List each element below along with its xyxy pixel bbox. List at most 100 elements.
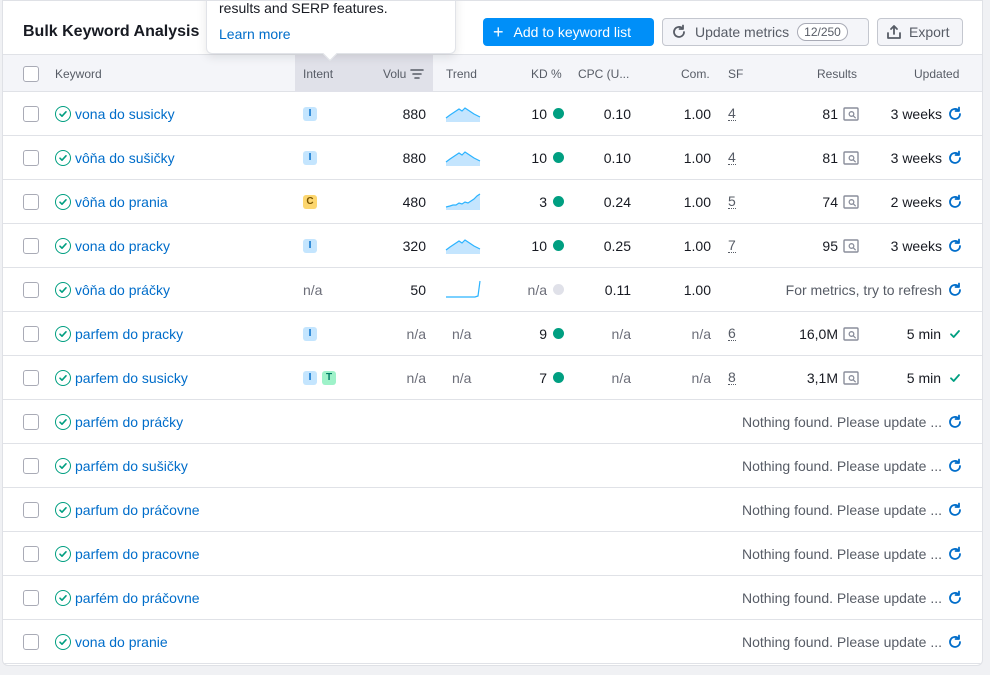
cpc-value: 0.25 (603, 237, 631, 254)
row-checkbox[interactable] (23, 237, 39, 254)
keyword-link[interactable]: vona do pracky (75, 237, 170, 254)
intent-badge[interactable]: I (303, 238, 317, 253)
row-checkbox[interactable] (23, 325, 39, 342)
serp-icon[interactable] (841, 326, 859, 341)
column-com[interactable]: Com. (681, 66, 710, 81)
intent-badge[interactable]: I (303, 326, 317, 341)
keyword-link[interactable]: parfum do práčovne (75, 501, 200, 518)
keyword-link[interactable]: vona do pranie (75, 633, 168, 650)
keyword-link[interactable]: vona do susicky (75, 105, 175, 122)
refresh-icon[interactable] (947, 634, 963, 650)
refresh-icon[interactable] (947, 590, 963, 606)
learn-more-link[interactable]: Learn more (219, 26, 291, 42)
update-metrics-button[interactable]: Update metrics 12/250 (662, 18, 869, 46)
select-all-checkbox-cell[interactable] (23, 55, 39, 92)
row-checkbox-cell[interactable] (23, 224, 39, 267)
keyword-link[interactable]: parfem do susicky (75, 369, 188, 386)
column-keyword[interactable]: Keyword (55, 66, 102, 81)
serp-features-count[interactable]: 4 (728, 149, 736, 165)
trend-value: n/a (452, 369, 472, 386)
serp-icon[interactable] (841, 194, 859, 209)
refresh-icon[interactable] (947, 546, 963, 562)
row-checkbox[interactable] (23, 281, 39, 298)
sort-icon[interactable] (410, 68, 425, 80)
keyword-link[interactable]: vôňa do sušičky (75, 149, 175, 166)
serp-features-cell[interactable]: 4 (728, 136, 736, 179)
serp-features-count[interactable]: 8 (728, 369, 736, 385)
serp-features-cell[interactable]: 8 (728, 356, 736, 399)
serp-icon[interactable] (841, 106, 859, 121)
serp-features-cell[interactable]: 6 (728, 312, 736, 355)
intent-badge[interactable]: C (303, 194, 317, 209)
keyword-link[interactable]: vôňa do prania (75, 193, 168, 210)
check-circle-icon (55, 149, 71, 166)
row-checkbox[interactable] (23, 545, 39, 562)
serp-icon[interactable] (841, 238, 859, 253)
column-results[interactable]: Results (817, 66, 858, 81)
keyword-link[interactable]: parfém do sušičky (75, 457, 188, 474)
refresh-icon[interactable] (947, 458, 963, 474)
column-trend[interactable]: Trend (446, 66, 477, 81)
serp-icon[interactable] (841, 150, 859, 165)
status-message: Nothing found. Please update ... (741, 457, 942, 474)
refresh-icon[interactable] (947, 106, 963, 122)
row-checkbox[interactable] (23, 457, 39, 474)
serp-features-count[interactable]: 6 (728, 325, 736, 341)
row-checkbox-cell[interactable] (23, 136, 39, 179)
column-kd[interactable]: KD % (531, 66, 562, 81)
keyword-link[interactable]: parfém do práčky (75, 413, 184, 430)
row-checkbox-cell[interactable] (23, 312, 39, 355)
serp-features-count[interactable]: 4 (728, 105, 736, 121)
row-checkbox-cell[interactable] (23, 576, 39, 619)
serp-features-cell[interactable]: 5 (728, 180, 736, 223)
keyword-link[interactable]: vôňa do práčky (75, 281, 170, 298)
row-checkbox-cell[interactable] (23, 356, 39, 399)
row-checkbox-cell[interactable] (23, 620, 39, 663)
row-checkbox-cell[interactable] (23, 444, 39, 487)
refresh-icon[interactable] (947, 502, 963, 518)
keyword-link[interactable]: parfem do pracky (75, 325, 184, 342)
keyword-link[interactable]: parfém do práčovne (75, 589, 200, 606)
serp-features-cell[interactable]: 4 (728, 92, 736, 135)
column-sf[interactable]: SF (728, 66, 744, 81)
serp-features-cell[interactable]: 7 (728, 224, 736, 267)
select-all-checkbox[interactable] (23, 65, 39, 82)
intent-badge[interactable]: T (322, 370, 336, 385)
export-button[interactable]: Export (877, 18, 963, 46)
add-to-keyword-list-button[interactable]: + Add to keyword list (483, 18, 654, 46)
row-checkbox-cell[interactable] (23, 92, 39, 135)
column-volume[interactable]: Volu (383, 55, 425, 92)
serp-features-count[interactable]: 5 (728, 193, 736, 209)
row-checkbox[interactable] (23, 501, 39, 518)
column-intent[interactable]: Intent (303, 66, 334, 81)
intent-badge[interactable]: I (303, 106, 317, 121)
column-cpc[interactable]: CPC (U... (578, 66, 630, 81)
row-checkbox[interactable] (23, 193, 39, 210)
row-checkbox[interactable] (23, 633, 39, 650)
row-checkbox[interactable] (23, 105, 39, 122)
row-checkbox-cell[interactable] (23, 268, 39, 311)
refresh-icon[interactable] (947, 414, 963, 430)
row-checkbox[interactable] (23, 413, 39, 430)
kd-value: 7 (539, 369, 547, 386)
row-checkbox-cell[interactable] (23, 400, 39, 443)
updated-cell: 5 min (643, 312, 963, 355)
row-checkbox-cell[interactable] (23, 488, 39, 531)
serp-features-count[interactable]: 7 (728, 237, 736, 253)
row-checkbox-cell[interactable] (23, 180, 39, 223)
keyword-link[interactable]: parfem do pracovne (75, 545, 200, 562)
refresh-icon[interactable] (947, 238, 963, 254)
serp-icon[interactable] (841, 370, 859, 385)
intent-badge[interactable]: I (303, 370, 317, 385)
row-checkbox[interactable] (23, 589, 39, 606)
row-checkbox[interactable] (23, 149, 39, 166)
refresh-icon[interactable] (947, 282, 963, 298)
kd-dot (553, 196, 564, 207)
refresh-icon[interactable] (947, 150, 963, 166)
row-checkbox[interactable] (23, 369, 39, 386)
row-checkbox-cell[interactable] (23, 532, 39, 575)
intent-badge[interactable]: I (303, 150, 317, 165)
refresh-icon[interactable] (947, 194, 963, 210)
column-updated[interactable]: Updated (914, 66, 960, 81)
